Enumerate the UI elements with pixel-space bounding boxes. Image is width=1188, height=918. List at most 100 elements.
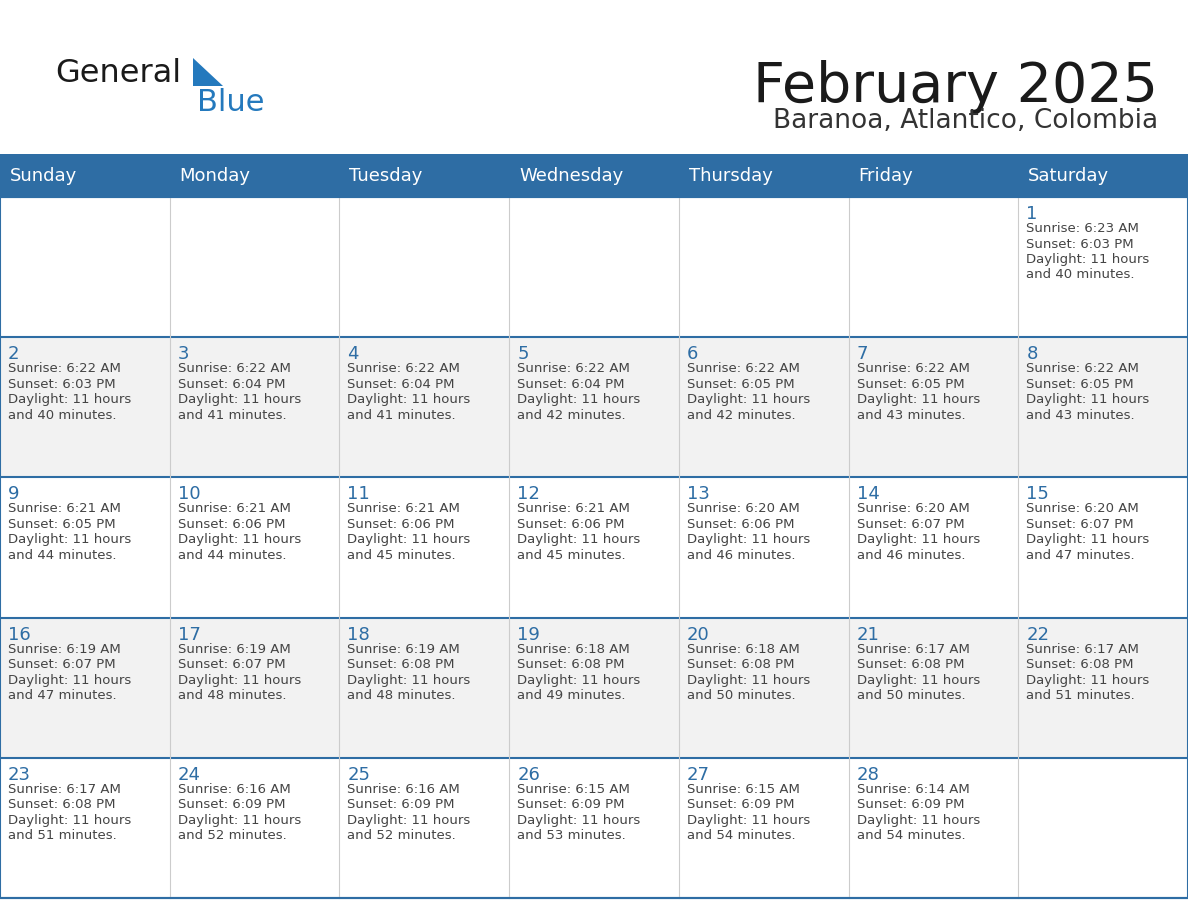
Text: Daylight: 11 hours: Daylight: 11 hours [517, 393, 640, 406]
Text: Sunrise: 6:20 AM: Sunrise: 6:20 AM [1026, 502, 1139, 515]
Text: Monday: Monday [179, 167, 251, 185]
Text: Sunrise: 6:16 AM: Sunrise: 6:16 AM [347, 783, 460, 796]
Text: Daylight: 11 hours: Daylight: 11 hours [517, 533, 640, 546]
Text: 15: 15 [1026, 486, 1049, 503]
Text: and 54 minutes.: and 54 minutes. [687, 829, 796, 843]
Bar [0, 197, 1188, 898]
Text: 8: 8 [1026, 345, 1037, 364]
Text: Sunset: 6:06 PM: Sunset: 6:06 PM [517, 518, 625, 531]
Text: Sunset: 6:04 PM: Sunset: 6:04 PM [178, 377, 285, 391]
Bar [678, 197, 848, 337]
Text: 27: 27 [687, 766, 710, 784]
Text: 10: 10 [178, 486, 201, 503]
Text: Baranoa, Atlantico, Colombia: Baranoa, Atlantico, Colombia [773, 108, 1158, 134]
Text: Sunrise: 6:16 AM: Sunrise: 6:16 AM [178, 783, 290, 796]
Bar [510, 618, 678, 757]
Text: Sunset: 6:07 PM: Sunset: 6:07 PM [178, 658, 285, 671]
Text: and 41 minutes.: and 41 minutes. [347, 409, 456, 421]
Text: Sunrise: 6:17 AM: Sunrise: 6:17 AM [857, 643, 969, 655]
Text: Sunrise: 6:22 AM: Sunrise: 6:22 AM [1026, 363, 1139, 375]
Text: Sunrise: 6:20 AM: Sunrise: 6:20 AM [687, 502, 800, 515]
Text: 21: 21 [857, 625, 879, 644]
Text: 13: 13 [687, 486, 709, 503]
Text: Sunrise: 6:22 AM: Sunrise: 6:22 AM [517, 363, 630, 375]
Text: Sunset: 6:09 PM: Sunset: 6:09 PM [857, 799, 965, 812]
Bar [1018, 197, 1188, 337]
Bar [0, 197, 170, 337]
Text: Sunrise: 6:18 AM: Sunrise: 6:18 AM [517, 643, 630, 655]
Text: Sunset: 6:07 PM: Sunset: 6:07 PM [857, 518, 965, 531]
Bar [510, 757, 678, 898]
Text: Tuesday: Tuesday [349, 167, 423, 185]
Text: and 52 minutes.: and 52 minutes. [347, 829, 456, 843]
Text: Sunset: 6:08 PM: Sunset: 6:08 PM [1026, 658, 1133, 671]
Text: Daylight: 11 hours: Daylight: 11 hours [857, 533, 980, 546]
Bar [0, 618, 170, 757]
Text: Sunrise: 6:18 AM: Sunrise: 6:18 AM [687, 643, 800, 655]
Bar [170, 337, 340, 477]
Text: Sunrise: 6:22 AM: Sunrise: 6:22 AM [857, 363, 969, 375]
Text: Sunrise: 6:22 AM: Sunrise: 6:22 AM [347, 363, 460, 375]
Bar [510, 477, 678, 618]
Text: 24: 24 [178, 766, 201, 784]
Text: Sunrise: 6:17 AM: Sunrise: 6:17 AM [8, 783, 121, 796]
Text: and 47 minutes.: and 47 minutes. [1026, 549, 1135, 562]
Text: Daylight: 11 hours: Daylight: 11 hours [857, 813, 980, 827]
Text: Sunrise: 6:19 AM: Sunrise: 6:19 AM [178, 643, 290, 655]
Text: Daylight: 11 hours: Daylight: 11 hours [8, 813, 131, 827]
Text: 14: 14 [857, 486, 879, 503]
Text: and 41 minutes.: and 41 minutes. [178, 409, 286, 421]
Text: Sunset: 6:06 PM: Sunset: 6:06 PM [687, 518, 795, 531]
Bar [340, 618, 510, 757]
Text: Daylight: 11 hours: Daylight: 11 hours [1026, 674, 1150, 687]
Text: Sunrise: 6:22 AM: Sunrise: 6:22 AM [178, 363, 291, 375]
Text: Saturday: Saturday [1029, 167, 1110, 185]
Text: Sunrise: 6:22 AM: Sunrise: 6:22 AM [8, 363, 121, 375]
Text: Daylight: 11 hours: Daylight: 11 hours [8, 674, 131, 687]
Text: and 54 minutes.: and 54 minutes. [857, 829, 965, 843]
Bar [0, 154, 1188, 161]
Text: Sunrise: 6:14 AM: Sunrise: 6:14 AM [857, 783, 969, 796]
Text: 28: 28 [857, 766, 879, 784]
Text: February 2025: February 2025 [753, 60, 1158, 114]
Bar [848, 477, 1018, 618]
Bar [678, 618, 848, 757]
Text: and 42 minutes.: and 42 minutes. [687, 409, 796, 421]
Text: and 52 minutes.: and 52 minutes. [178, 829, 286, 843]
Text: 4: 4 [347, 345, 359, 364]
Text: Daylight: 11 hours: Daylight: 11 hours [1026, 393, 1150, 406]
Text: Daylight: 11 hours: Daylight: 11 hours [178, 393, 301, 406]
Text: Sunset: 6:05 PM: Sunset: 6:05 PM [857, 377, 965, 391]
Text: Sunset: 6:03 PM: Sunset: 6:03 PM [1026, 238, 1133, 251]
Bar [1018, 618, 1188, 757]
Text: Sunrise: 6:20 AM: Sunrise: 6:20 AM [857, 502, 969, 515]
Text: Daylight: 11 hours: Daylight: 11 hours [8, 533, 131, 546]
Text: 18: 18 [347, 625, 371, 644]
Text: and 51 minutes.: and 51 minutes. [1026, 689, 1135, 702]
Text: and 44 minutes.: and 44 minutes. [178, 549, 286, 562]
Bar [0, 155, 1188, 197]
Text: and 46 minutes.: and 46 minutes. [687, 549, 795, 562]
Bar [0, 477, 170, 618]
Text: and 45 minutes.: and 45 minutes. [347, 549, 456, 562]
Text: Daylight: 11 hours: Daylight: 11 hours [347, 393, 470, 406]
Text: 12: 12 [517, 486, 541, 503]
Text: General: General [55, 58, 181, 89]
Text: Daylight: 11 hours: Daylight: 11 hours [1026, 253, 1150, 266]
Text: and 47 minutes.: and 47 minutes. [8, 689, 116, 702]
Text: 23: 23 [8, 766, 31, 784]
Text: Sunset: 6:04 PM: Sunset: 6:04 PM [517, 377, 625, 391]
Text: Sunrise: 6:19 AM: Sunrise: 6:19 AM [8, 643, 121, 655]
Bar [0, 337, 170, 477]
Text: Sunset: 6:03 PM: Sunset: 6:03 PM [8, 377, 115, 391]
Bar [170, 477, 340, 618]
Text: Sunset: 6:06 PM: Sunset: 6:06 PM [178, 518, 285, 531]
Bar [170, 618, 340, 757]
Bar [0, 757, 170, 898]
Text: Sunrise: 6:17 AM: Sunrise: 6:17 AM [1026, 643, 1139, 655]
Text: and 43 minutes.: and 43 minutes. [857, 409, 965, 421]
Text: and 50 minutes.: and 50 minutes. [857, 689, 965, 702]
Text: and 53 minutes.: and 53 minutes. [517, 829, 626, 843]
Text: Sunset: 6:08 PM: Sunset: 6:08 PM [8, 799, 115, 812]
Text: 16: 16 [8, 625, 31, 644]
